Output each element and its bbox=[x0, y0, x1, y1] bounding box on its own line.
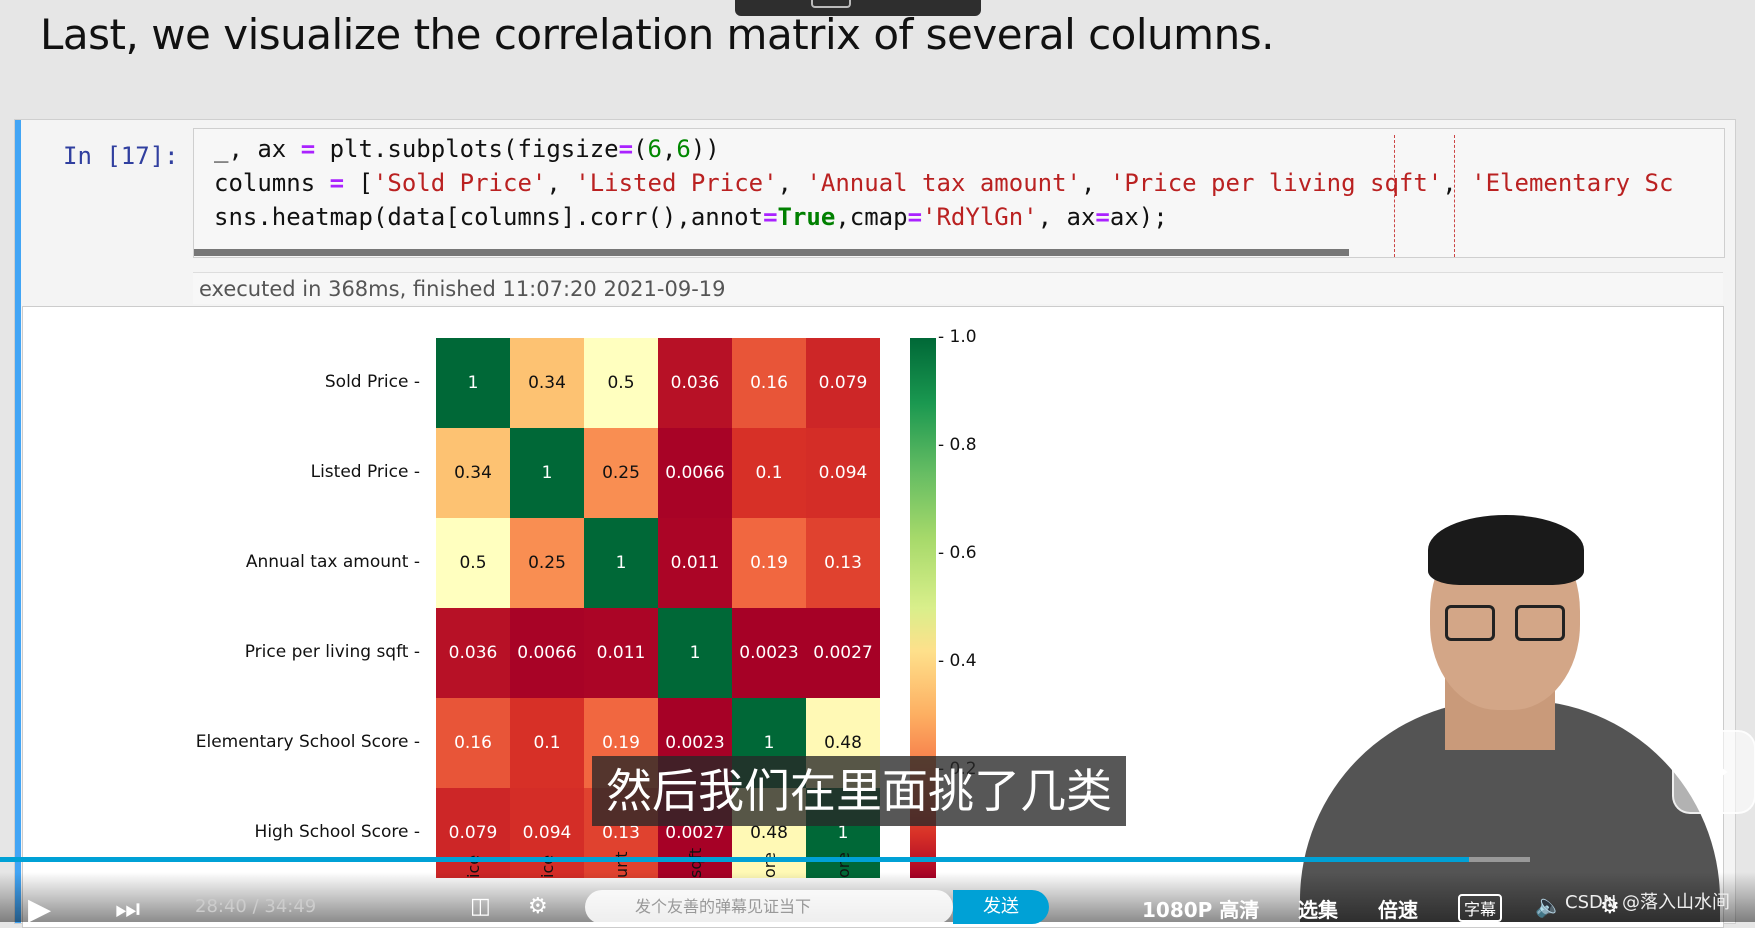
heatmap-cell: 0.011 bbox=[584, 608, 658, 698]
heatmap-cell: 0.16 bbox=[732, 338, 806, 428]
heatmap-cell: 0.079 bbox=[806, 338, 880, 428]
colorbar-tick-label: - 0.6 bbox=[938, 543, 977, 563]
heatmap-cell: 0.19 bbox=[732, 518, 806, 608]
heatmap-cell: 0.036 bbox=[436, 608, 510, 698]
heatmap-cell: 1 bbox=[584, 518, 658, 608]
colorbar-tick-label: - 0.8 bbox=[938, 435, 977, 455]
colorbar-tick-label: - 1.0 bbox=[938, 327, 977, 347]
video-controls: ▶ ⏭ 28:40 / 34:49 ◫ ⚙ 发个友善的弹幕见证当下 发送 108… bbox=[0, 872, 1755, 927]
heatmap-cell: 0.1 bbox=[510, 698, 584, 788]
glasses-icon bbox=[1445, 605, 1495, 641]
episode-select-button[interactable]: 选集 bbox=[1298, 898, 1338, 922]
heatmap-row-label: Price per living sqft - bbox=[244, 642, 420, 662]
code-line-3: sns.heatmap(data[columns].corr(),annot=T… bbox=[214, 203, 1168, 231]
ruler-line bbox=[1394, 135, 1395, 257]
heatmap-cell: 0.16 bbox=[436, 698, 510, 788]
heatmap-cell: 0.0027 bbox=[806, 608, 880, 698]
heatmap-cell: 0.0066 bbox=[658, 428, 732, 518]
video-progress-fill bbox=[0, 857, 1469, 862]
danmaku-input[interactable]: 发个友善的弹幕见证当下 bbox=[585, 890, 953, 924]
send-button[interactable]: 发送 bbox=[953, 890, 1049, 924]
heatmap-cell: 0.5 bbox=[436, 518, 510, 608]
heatmap-cell: 0.1 bbox=[732, 428, 806, 518]
video-subtitle: 然后我们在里面挑了几类 bbox=[592, 756, 1126, 826]
heatmap-cell: 1 bbox=[510, 428, 584, 518]
heatmap-cell: 0.0023 bbox=[732, 608, 806, 698]
speed-button[interactable]: 倍速 bbox=[1378, 898, 1418, 922]
heatmap-cell: 0.094 bbox=[806, 428, 880, 518]
heatmap-cell: 0.079 bbox=[436, 788, 510, 878]
watermark: CSDN @落入山水间 bbox=[1565, 892, 1731, 913]
side-play-icon[interactable] bbox=[1672, 730, 1755, 814]
heatmap-cell: 0.036 bbox=[658, 338, 732, 428]
caption-button[interactable]: 字幕 bbox=[1458, 894, 1503, 922]
heatmap-cell: 0.5 bbox=[584, 338, 658, 428]
danmaku-toggle-icon[interactable]: ◫ bbox=[470, 894, 491, 919]
heatmap-cell: 1 bbox=[436, 338, 510, 428]
video-time: 28:40 / 34:49 bbox=[195, 896, 317, 917]
execution-info: executed in 368ms, finished 11:07:20 202… bbox=[193, 272, 1723, 304]
code-horizontal-scrollbar[interactable] bbox=[194, 249, 1349, 256]
heatmap-cell: 0.094 bbox=[510, 788, 584, 878]
heatmap-cell: 0.0066 bbox=[510, 608, 584, 698]
heatmap-cell: 1 bbox=[658, 608, 732, 698]
danmaku-settings-icon[interactable]: ⚙ bbox=[528, 894, 548, 919]
code-line-1: _, ax = plt.subplots(figsize=(6,6)) bbox=[214, 135, 720, 163]
cell-prompt: In [17]: bbox=[63, 142, 179, 170]
heatmap-cell: 0.25 bbox=[584, 428, 658, 518]
quality-button[interactable]: 1080P 高清 bbox=[1142, 898, 1260, 922]
heatmap-cell: 0.13 bbox=[806, 518, 880, 608]
heatmap-row-label: Annual tax amount - bbox=[245, 552, 420, 572]
heatmap-cell: 0.34 bbox=[436, 428, 510, 518]
code-editor[interactable]: _, ax = plt.subplots(figsize=(6,6)) colu… bbox=[193, 128, 1725, 258]
play-icon[interactable]: ▶ bbox=[28, 892, 52, 927]
ruler-line bbox=[1454, 135, 1455, 257]
glasses-icon bbox=[1515, 605, 1565, 641]
presenter-hair bbox=[1428, 515, 1584, 585]
window-top-tab bbox=[735, 0, 981, 16]
cell-selection-bar bbox=[15, 120, 21, 923]
settings-icon[interactable]: ⚙ bbox=[1600, 894, 1620, 919]
heatmap-cell: 0.011 bbox=[658, 518, 732, 608]
colorbar-tick-label: - 0.4 bbox=[938, 651, 977, 671]
heatmap-cell: 0.25 bbox=[510, 518, 584, 608]
heatmap-cell: 0.34 bbox=[510, 338, 584, 428]
code-line-2: columns = ['Sold Price', 'Listed Price',… bbox=[214, 169, 1674, 197]
heatmap-row-label: Listed Price - bbox=[310, 462, 420, 482]
next-icon[interactable]: ⏭ bbox=[115, 892, 141, 925]
heatmap-row-label: Sold Price - bbox=[324, 372, 420, 392]
heatmap-row-label: Elementary School Score - bbox=[195, 732, 420, 752]
volume-icon[interactable]: 🔈 bbox=[1535, 894, 1563, 919]
play-triangle-icon bbox=[1704, 756, 1728, 788]
heatmap-row-label: High School Score - bbox=[254, 822, 420, 842]
tab-handle-icon bbox=[811, 0, 851, 8]
markdown-heading: Last, we visualize the correlation matri… bbox=[40, 10, 1274, 59]
